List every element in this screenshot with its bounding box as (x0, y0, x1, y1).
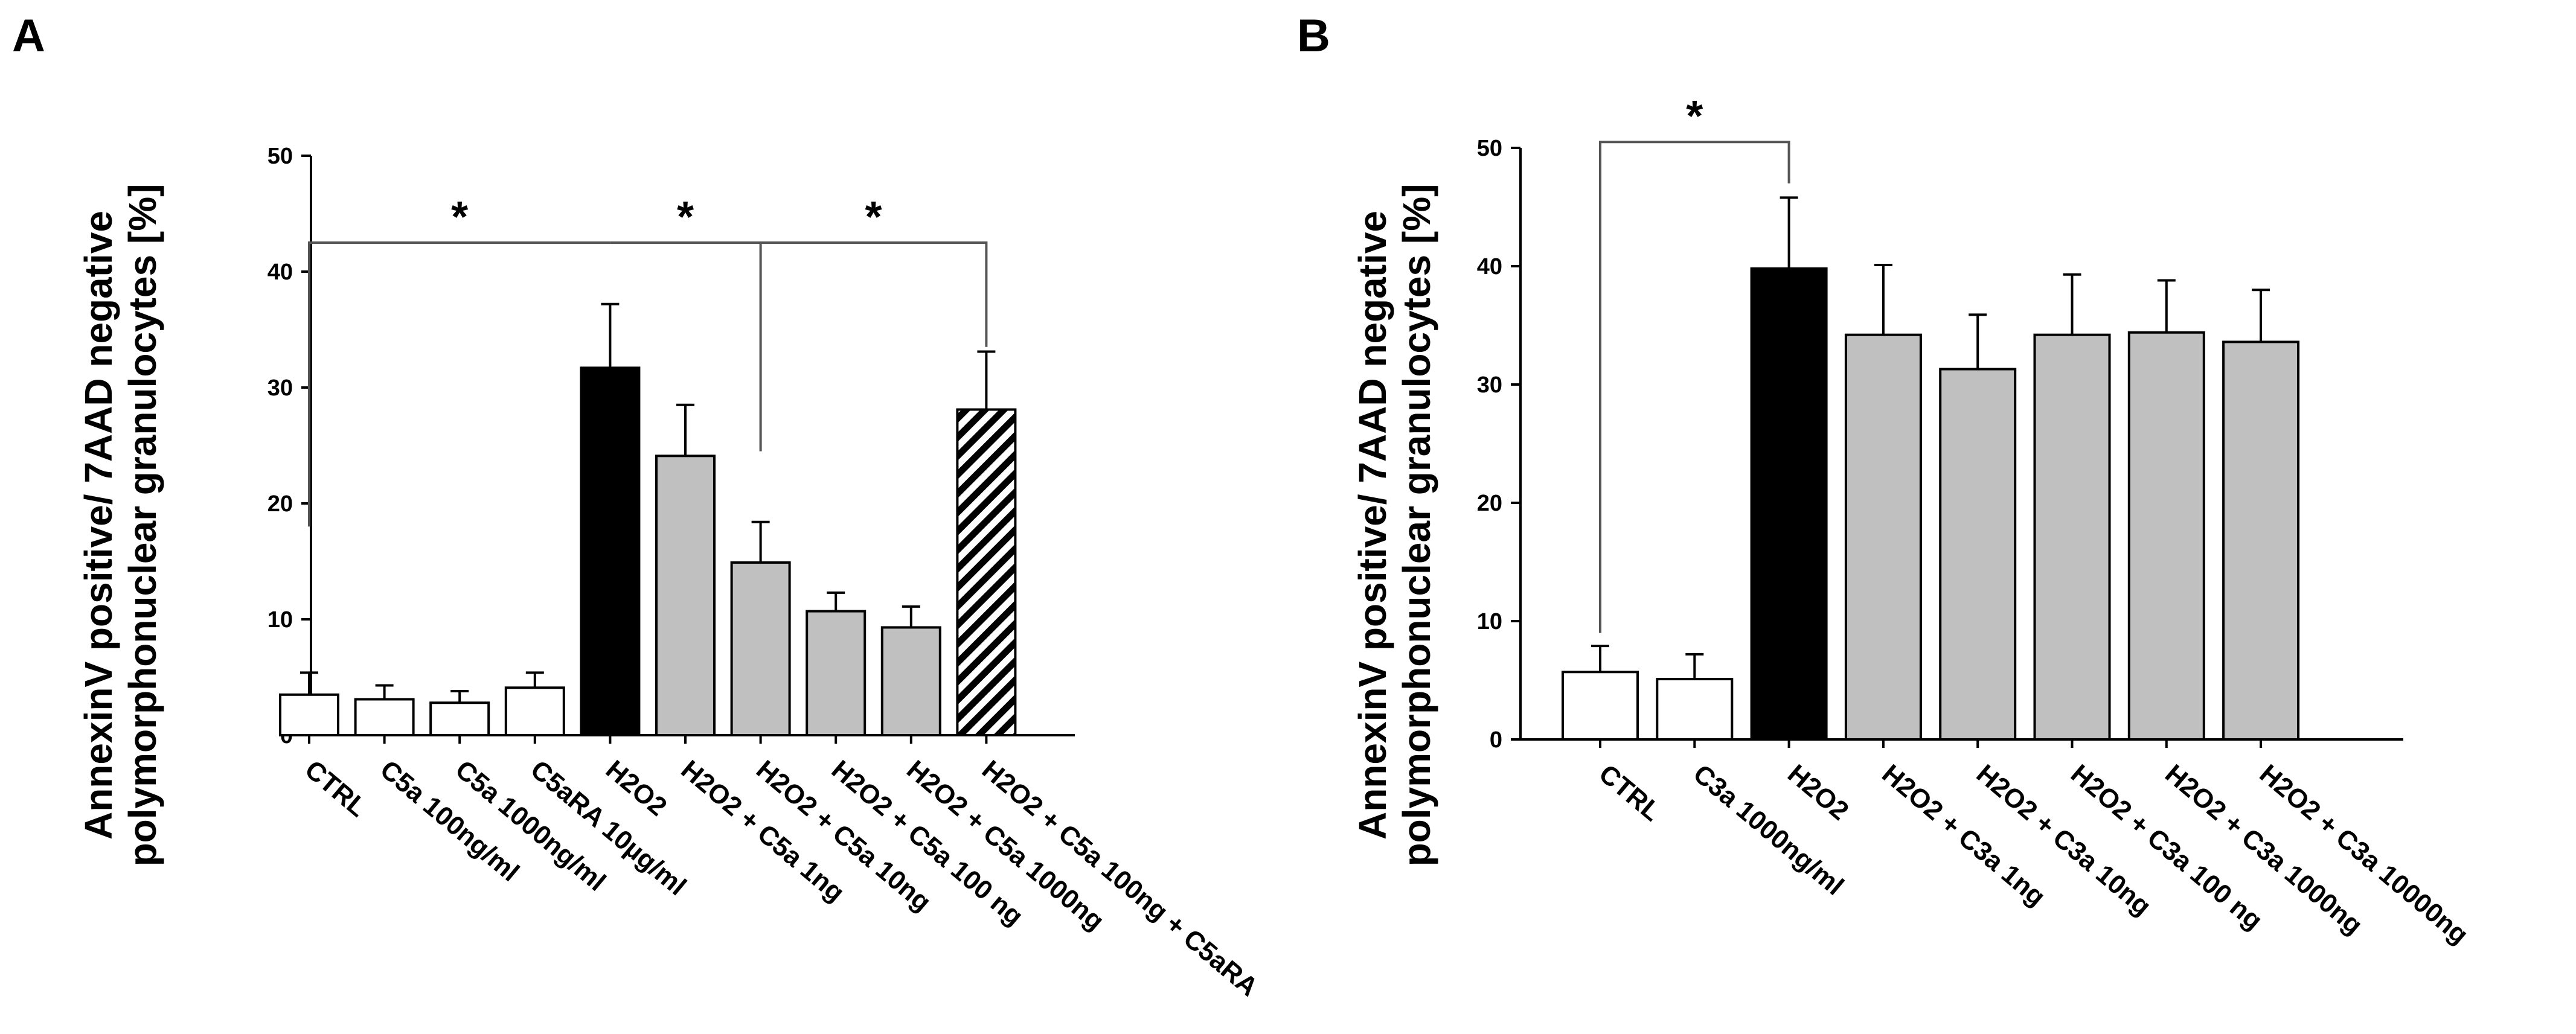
panel-a-ytick-label: 50 (268, 144, 293, 169)
panel-b-ytick-label: 20 (1477, 491, 1502, 516)
panel-a-bar (354, 698, 415, 736)
panel-b-ytick-label: 50 (1477, 136, 1502, 161)
panel-a-bar (429, 701, 490, 736)
panel-b-bar (1562, 671, 1639, 741)
panel-a-bar (730, 561, 791, 736)
panel-b-bar (1750, 267, 1828, 741)
panel-b-ytick-label: 0 (1490, 727, 1502, 753)
panel-a-bar (279, 693, 339, 737)
panel-b-ylabel: AnnexinV positive/ 7AAD negative polymor… (1351, 184, 1438, 867)
panel-b-label: B (1297, 10, 1330, 62)
panel-a-ytick-label: 30 (268, 375, 293, 401)
panel-a-ytick-label: 40 (268, 260, 293, 285)
panel-a-bar (956, 408, 1017, 736)
panel-b-category-label: H2O2 + C3a 1ng (1876, 759, 2051, 912)
panel-b-ylabel-line-1: AnnexinV positive/ 7AAD negative (1351, 211, 1394, 840)
panel-a-bar (806, 610, 867, 736)
panel-b-bar (2127, 331, 2205, 741)
panel-a-ytick-label: 10 (268, 607, 293, 633)
panel-b-ytick-label: 30 (1477, 372, 1502, 398)
panel-b-bar (2033, 333, 2111, 741)
panel-b-bar (1939, 368, 2017, 741)
panel-a-significance-bracket (308, 241, 610, 527)
panel-a-significance-bracket (760, 241, 988, 347)
panel-a: A AnnexinV positive/ 7AAD negative polym… (12, 10, 1263, 1002)
panel-b-bar (2222, 340, 2300, 741)
panel-b: B AnnexinV positive/ 7AAD negative polym… (1297, 10, 2474, 950)
panel-b-category-label: H2O2 + C3a 10ng (1971, 759, 2157, 921)
panel-a-label: A (12, 10, 45, 62)
panel-a-bar (655, 455, 716, 737)
panel-a-category-label: CTRL (300, 755, 373, 823)
panel-a-ytick-label: 20 (268, 491, 293, 517)
panel-b-bar (1656, 678, 1734, 741)
panel-b-significance-star: * (1686, 92, 1703, 141)
panel-b-bar (1844, 333, 1922, 741)
panel-a-significance-star: * (865, 193, 882, 241)
panel-a-significance-star: * (451, 193, 468, 241)
panel-a-category-label: H2O2 + C5a 100ng + C5aRA (976, 755, 1264, 1002)
panel-b-significance-bracket (1599, 141, 1790, 633)
panel-a-ylabel-line-2: polymorphonuclear granulocytes [%] (121, 184, 164, 867)
panel-a-bar (880, 626, 941, 736)
panel-b-ylabel-line-2: polymorphonuclear granulocytes [%] (1395, 184, 1438, 867)
panel-a-significance-star: * (677, 193, 694, 241)
panel-b-category-label: H2O2 (1782, 759, 1854, 826)
panel-b-ytick-label: 40 (1477, 254, 1502, 279)
panel-b-category-label: CTRL (1594, 759, 1667, 827)
panel-a-bar (504, 686, 565, 737)
panel-a-ylabel: AnnexinV positive/ 7AAD negative polymor… (77, 184, 164, 867)
panel-b-ytick-label: 10 (1477, 609, 1502, 634)
panel-a-bar (580, 366, 641, 736)
panel-a-ylabel-line-1: AnnexinV positive/ 7AAD negative (77, 211, 120, 840)
